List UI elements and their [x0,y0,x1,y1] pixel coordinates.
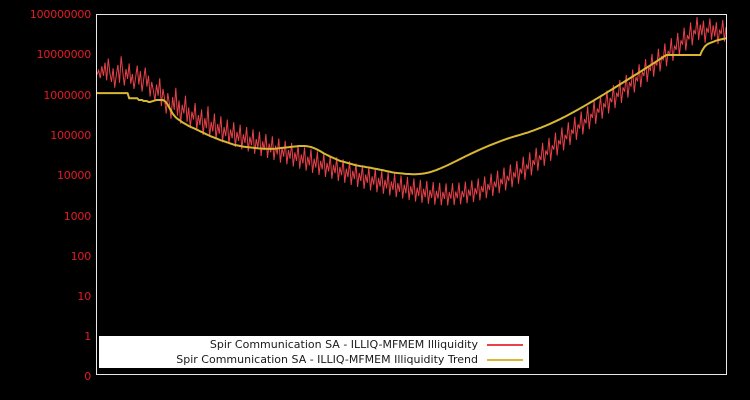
y-tick-label: 100 [70,250,92,263]
legend-label-illiquidity-trend: Spir Communication SA - ILLIQ-MFMEM Illi… [176,352,478,366]
legend-swatch-illiquidity [487,343,523,346]
y-tick-label: 10 [77,290,91,303]
y-axis-tick-labels: 100000000 10000000 1000000 100000 10000 … [0,0,91,400]
series-canvas [97,15,726,374]
y-tick-label: 100000000 [29,8,91,21]
chart-legend: Spir Communication SA - ILLIQ-MFMEM Illi… [99,336,529,368]
y-tick-label: 100000 [50,129,91,142]
series-line [97,17,726,205]
legend-entry-illiquidity: Spir Communication SA - ILLIQ-MFMEM Illi… [99,337,523,352]
y-tick-label: 1000 [63,210,91,223]
legend-swatch-illiquidity-trend [487,358,523,361]
y-tick-label: 10000000 [36,48,92,61]
legend-entry-illiquidity-trend: Spir Communication SA - ILLIQ-MFMEM Illi… [99,352,523,367]
y-tick-label: 1 [84,330,91,343]
y-tick-label: 0 [84,370,91,383]
series-line [97,38,726,174]
legend-label-illiquidity: Spir Communication SA - ILLIQ-MFMEM Illi… [209,337,478,351]
y-tick-label: 1000000 [43,89,91,102]
plot-area [96,14,727,375]
y-tick-label: 10000 [57,169,91,182]
